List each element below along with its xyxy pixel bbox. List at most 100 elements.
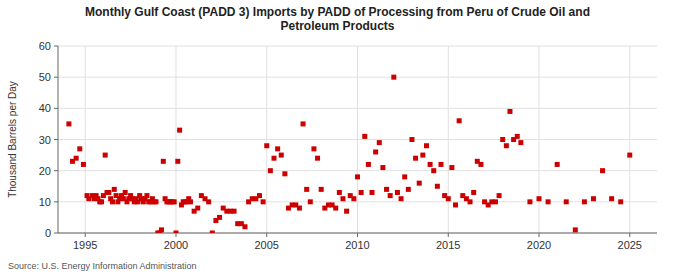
y-axis-label: Thousand Barrels per Day: [7, 81, 18, 198]
point: [359, 190, 364, 195]
grid-line-x: [629, 46, 630, 233]
point: [493, 199, 498, 204]
point: [409, 137, 414, 142]
point: [420, 153, 425, 158]
point: [380, 165, 385, 170]
y-tick: [54, 170, 58, 171]
y-tick: [54, 108, 58, 109]
point: [478, 162, 483, 167]
point: [399, 196, 404, 201]
point: [497, 193, 502, 198]
x-tick-label: 2015: [436, 239, 460, 251]
x-tick: [539, 233, 540, 237]
point: [333, 206, 338, 211]
point: [112, 187, 117, 192]
point: [304, 187, 309, 192]
point: [110, 199, 115, 204]
point: [159, 227, 164, 232]
y-tick-label: 40: [39, 102, 51, 114]
x-tick: [357, 233, 358, 237]
point: [188, 199, 193, 204]
grid-line-x: [266, 46, 267, 233]
point: [103, 153, 108, 158]
point: [268, 168, 273, 173]
point: [388, 193, 393, 198]
point: [242, 224, 247, 229]
point: [518, 140, 523, 145]
point: [573, 227, 578, 232]
point: [315, 156, 320, 161]
point: [106, 190, 111, 195]
grid-line-x: [448, 46, 449, 233]
point: [424, 143, 429, 148]
x-tick-label: 2010: [345, 239, 369, 251]
point: [377, 140, 382, 145]
point: [351, 196, 356, 201]
x-tick: [266, 233, 267, 237]
point: [406, 187, 411, 192]
point: [431, 168, 436, 173]
title-line: Petroleum Products: [280, 19, 394, 33]
point: [172, 199, 177, 204]
y-tick-label: 10: [39, 196, 51, 208]
point: [507, 109, 512, 114]
point: [144, 193, 149, 198]
y-tick: [54, 201, 58, 202]
point: [206, 199, 211, 204]
point: [301, 121, 306, 126]
point: [384, 187, 389, 192]
point: [446, 196, 451, 201]
point: [123, 190, 128, 195]
point: [264, 143, 269, 148]
point: [627, 153, 632, 158]
point: [370, 190, 375, 195]
point: [395, 190, 400, 195]
point: [175, 159, 180, 164]
point: [177, 128, 182, 133]
point: [195, 206, 200, 211]
point: [428, 162, 433, 167]
x-tick-label: 2020: [527, 239, 551, 251]
x-tick: [629, 233, 630, 237]
y-tick-label: 30: [39, 134, 51, 146]
point: [500, 137, 505, 142]
point: [154, 199, 159, 204]
point: [232, 209, 237, 214]
point: [537, 196, 542, 201]
source-note: Source: U.S. Energy Information Administ…: [8, 261, 197, 271]
x-tick-label: 2000: [164, 239, 188, 251]
point: [217, 215, 222, 220]
point: [275, 146, 280, 151]
x-tick-label: 2005: [255, 239, 279, 251]
points: [66, 75, 632, 233]
point: [344, 209, 349, 214]
point: [66, 121, 71, 126]
x-tick: [85, 233, 86, 237]
point: [257, 193, 262, 198]
point: [173, 231, 178, 234]
point: [261, 199, 266, 204]
title: Monthly Gulf Coast (PADD 3) Imports by P…: [85, 5, 590, 33]
point: [340, 196, 345, 201]
y-tick-label: 20: [39, 165, 51, 177]
point: [282, 171, 287, 176]
point: [366, 162, 371, 167]
point: [337, 190, 342, 195]
point: [591, 196, 596, 201]
point: [468, 199, 473, 204]
point: [161, 159, 166, 164]
y-tick: [54, 46, 58, 47]
point: [311, 146, 316, 151]
y-tick-label: 50: [39, 71, 51, 83]
grid-line-x: [85, 46, 86, 233]
point: [582, 199, 587, 204]
point: [413, 156, 418, 161]
point: [438, 162, 443, 167]
point: [609, 196, 614, 201]
point: [555, 162, 560, 167]
point: [77, 146, 82, 151]
point: [457, 118, 462, 123]
point: [355, 174, 360, 179]
point: [515, 134, 520, 139]
chart: Monthly Gulf Coast (PADD 3) Imports by P…: [0, 0, 675, 275]
